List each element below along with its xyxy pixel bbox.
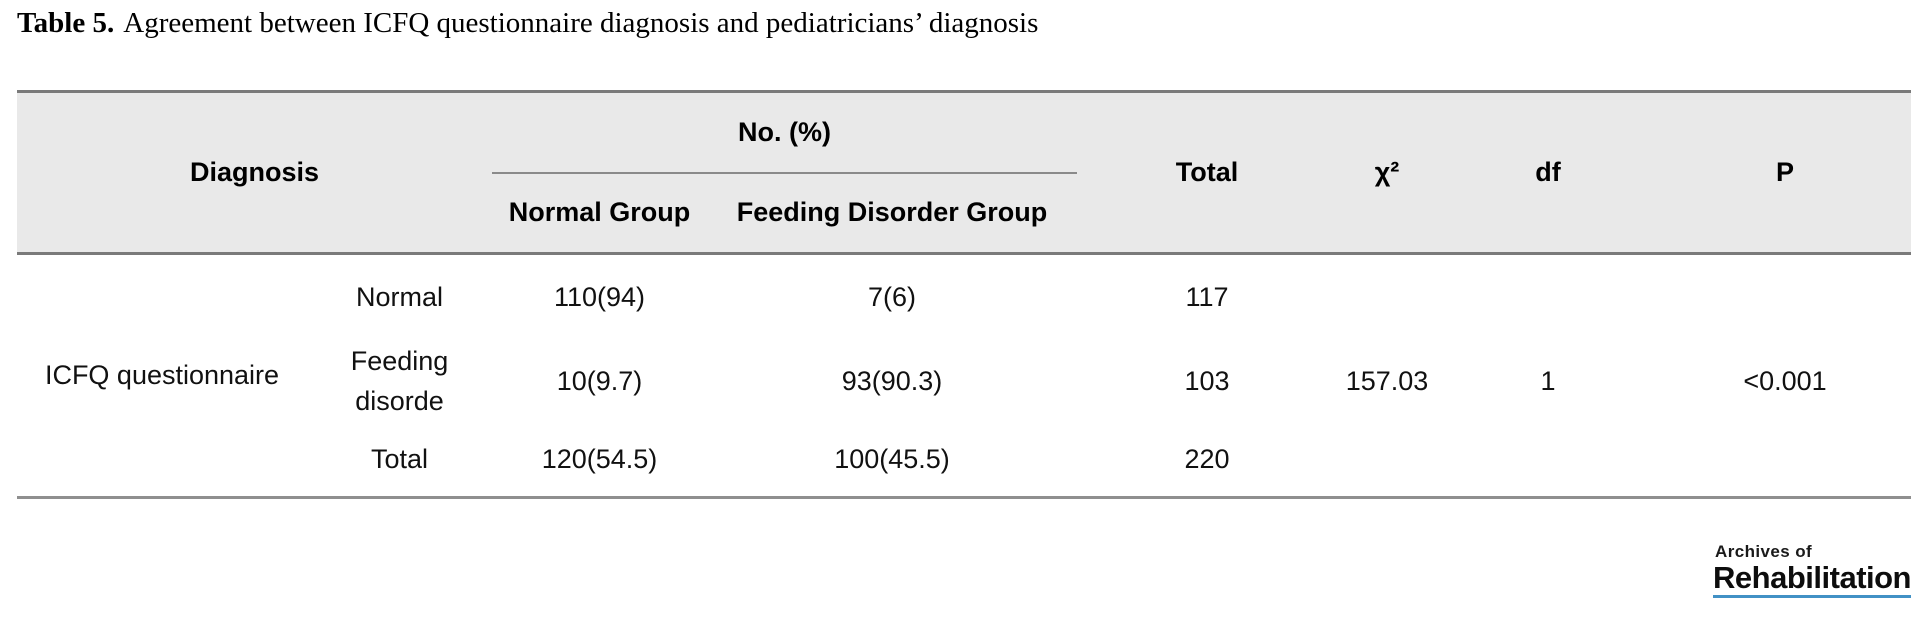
- cell-p: [1659, 254, 1911, 340]
- table-row-total: Total 120(54.5) 100(45.5) 220: [17, 424, 1911, 498]
- col-header-df: df: [1437, 91, 1660, 255]
- cell-df: 1: [1540, 365, 1556, 396]
- cell-total: 103: [1184, 365, 1230, 396]
- cell-p: [1659, 424, 1911, 498]
- journal-logo: Archives of Rehabilitation: [1713, 542, 1911, 599]
- agreement-table: Diagnosis No. (%) Total χ² df P Normal G…: [17, 90, 1912, 499]
- cell-feeding-group: 100(45.5): [834, 444, 950, 475]
- cell-df: [1437, 254, 1659, 340]
- table-caption: Table 5. Agreement between ICFQ questionn…: [17, 7, 1038, 40]
- table-row-normal: ICFQ questionnaire Normal 110(94) 7(6) 1…: [17, 254, 1911, 390]
- col-header-diagnosis: Diagnosis: [17, 91, 492, 255]
- table-number-label: Table 5.: [17, 7, 115, 39]
- journal-logo-underline: [1713, 595, 1911, 599]
- cell-feeding-group: 7(6): [868, 281, 917, 312]
- row-label: Feeding disorde: [350, 346, 449, 416]
- cell-chi-square: [1337, 424, 1437, 498]
- cell-feeding-group: 93(90.3): [841, 365, 943, 396]
- row-label: Total: [370, 444, 429, 475]
- cell-total: 117: [1185, 281, 1229, 312]
- cell-chi-square: [1337, 254, 1437, 340]
- row-group-label: ICFQ questionnaire: [44, 359, 280, 390]
- col-header-chi-square: χ²: [1337, 91, 1438, 255]
- table-header: Diagnosis No. (%) Total χ² df P Normal G…: [17, 91, 1912, 255]
- cell-normal-group: 110(94): [553, 281, 646, 312]
- journal-logo-line2: Rehabilitation: [1713, 559, 1911, 595]
- cell-normal-group: 10(9.7): [556, 365, 643, 396]
- table-caption-text: Agreement between ICFQ questionnaire dia…: [123, 7, 1039, 39]
- table-body: ICFQ questionnaire Normal 110(94) 7(6) 1…: [17, 254, 1911, 498]
- cell-p: <0.001: [1743, 365, 1827, 396]
- cell-total: 220: [1184, 444, 1230, 475]
- col-header-p: P: [1659, 91, 1912, 255]
- journal-logo-line1: Archives of: [1715, 542, 1813, 561]
- col-header-normal-group: Normal Group: [492, 172, 707, 255]
- cell-normal-group: 120(54.5): [541, 444, 658, 475]
- col-header-feeding-disorder-group: Feeding Disorder Group: [707, 172, 1078, 255]
- cell-chi-square: 157.03: [1345, 365, 1429, 396]
- col-header-no-pct: No. (%): [492, 91, 1078, 174]
- table-row-feeding-disorder: Feeding disorde 10(9.7) 93(90.3) 103 157…: [17, 340, 1911, 424]
- row-label: Normal: [355, 281, 443, 312]
- cell-df: [1437, 424, 1659, 498]
- col-header-total: Total: [1077, 91, 1338, 255]
